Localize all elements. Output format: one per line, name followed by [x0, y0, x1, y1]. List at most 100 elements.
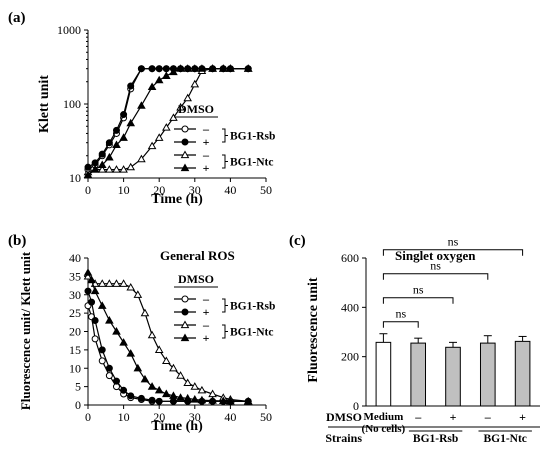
data-point	[105, 165, 114, 173]
data-point	[148, 65, 156, 73]
y-tick-label: 0	[353, 399, 359, 413]
data-point	[218, 64, 228, 72]
x-tick-label: 30	[189, 410, 201, 424]
y-tick-label: 40	[69, 251, 81, 265]
significance-label: ns	[395, 307, 406, 321]
bar-2	[410, 342, 427, 407]
x-tick-label: 20	[153, 410, 165, 424]
data-point	[197, 64, 207, 72]
x-tick-label: 20	[153, 183, 165, 197]
data-point	[91, 159, 99, 167]
y-tick-label: 100	[63, 97, 81, 111]
y-tick-label: 10	[69, 361, 81, 375]
data-point	[119, 133, 128, 141]
series-line-3	[87, 275, 249, 402]
data-point	[98, 357, 106, 365]
data-point	[190, 64, 200, 72]
data-point	[97, 165, 107, 173]
series-line-1	[87, 305, 249, 402]
x-tick-label: 50	[260, 183, 272, 197]
series-line-2	[87, 290, 249, 402]
data-point	[112, 126, 120, 134]
data-point	[127, 82, 135, 90]
strains-row-label: Strains	[325, 431, 362, 445]
y-tick-label: 10	[69, 171, 81, 185]
legend-dmso-sign: –	[202, 292, 210, 306]
data-point	[137, 394, 145, 402]
data-point	[154, 345, 164, 353]
y-tick-label: 0	[75, 398, 81, 412]
data-point	[127, 392, 135, 400]
data-point	[91, 316, 99, 324]
data-point	[208, 396, 217, 404]
dmso-sign: –	[414, 410, 422, 424]
panel-c-title: Singlet oxygen	[395, 248, 476, 263]
data-point	[90, 165, 100, 173]
significance-label: ns	[413, 283, 424, 297]
legend-marker	[181, 138, 189, 146]
legend-marker	[180, 150, 190, 159]
data-point	[243, 64, 253, 72]
series-line-3	[87, 68, 249, 173]
panel-c-condition-table: DMSO Strains – + – + Medium(No cells) BG1-Rsb BG…	[325, 410, 540, 445]
legend-dmso-sign: +	[203, 161, 210, 175]
x-tick-label: 50	[260, 410, 272, 424]
data-point	[162, 65, 170, 73]
data-point	[183, 93, 192, 102]
legend-group-label: BG1-Rsb	[230, 131, 275, 143]
x-tick-label: 0	[85, 410, 91, 424]
data-point	[112, 377, 120, 385]
x-tick-label: 0	[85, 183, 91, 197]
legend-marker	[181, 295, 189, 303]
data-point	[176, 371, 185, 379]
data-point	[119, 165, 128, 173]
data-point	[105, 139, 113, 147]
data-point	[169, 67, 178, 76]
legend-group-brace	[222, 298, 228, 313]
data-point	[154, 385, 164, 394]
data-point	[155, 397, 163, 405]
y-tick-label: 35	[69, 269, 81, 283]
panel-b-y-label: Fluorescence unit/ Klett unit	[18, 251, 33, 410]
significance-bracket	[382, 273, 489, 280]
data-point	[162, 356, 171, 364]
y-tick-label: 15	[69, 343, 81, 357]
panel-label-b: (b)	[8, 233, 26, 249]
legend-dmso-sign: +	[203, 305, 210, 319]
data-point	[90, 286, 100, 295]
data-point	[183, 393, 192, 402]
data-point	[112, 140, 121, 148]
dmso-sign: –	[484, 410, 492, 424]
data-point	[87, 275, 96, 284]
data-point	[105, 152, 114, 161]
panel-c-bars	[375, 333, 531, 407]
dmso-sign: +	[519, 410, 526, 424]
data-point	[133, 290, 143, 298]
data-point	[197, 395, 207, 404]
legend-group-label: BG1-Ntc	[230, 157, 273, 169]
panel-b-ticks: 0 10 20 30 40 50 0 5 10 15 20 25 30 35 40	[69, 251, 272, 424]
data-point	[105, 316, 114, 324]
y-tick-label: 30	[69, 288, 81, 302]
significance-bracket	[382, 249, 524, 256]
data-point	[176, 64, 185, 72]
data-point	[190, 79, 200, 88]
data-point	[169, 391, 178, 399]
y-tick-label: 25	[69, 306, 81, 320]
data-point	[84, 287, 92, 295]
data-point	[137, 154, 146, 163]
data-point	[162, 123, 171, 131]
x-tick-label: 30	[189, 183, 201, 197]
bar-5	[514, 340, 531, 407]
data-point	[183, 378, 192, 387]
dmso-sign: +	[450, 410, 457, 424]
legend-header: DMSO	[178, 272, 214, 286]
data-point	[88, 298, 96, 306]
y-tick-label: 5	[75, 380, 81, 394]
data-point	[98, 150, 106, 158]
x-tick-label: 40	[224, 183, 236, 197]
data-point	[169, 363, 178, 372]
